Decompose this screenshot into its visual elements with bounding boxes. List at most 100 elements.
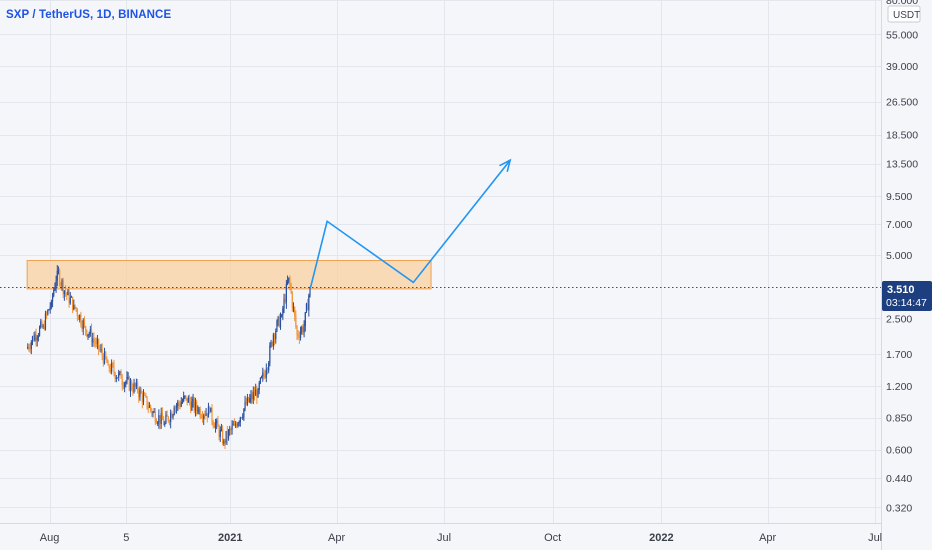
candle-body	[255, 389, 257, 396]
candle-body	[218, 426, 220, 437]
candle-body	[124, 383, 126, 388]
candle-body	[183, 396, 185, 402]
candle-body	[278, 316, 280, 328]
candle-body	[307, 303, 309, 311]
candle-body	[260, 376, 263, 378]
candle-body	[188, 397, 191, 402]
candle-body	[265, 368, 267, 378]
candle-body	[173, 407, 175, 415]
candle-body	[301, 327, 303, 332]
candle-body	[201, 417, 204, 419]
price-badge-price: 3.510	[887, 284, 915, 296]
projection-path[interactable]	[309, 158, 512, 288]
time-axis[interactable]: Aug 5 2021 Apr Jul Oct 2022 Apr Jul	[0, 523, 882, 545]
candle-body	[131, 381, 133, 390]
candle-body	[190, 401, 192, 411]
candle-body	[298, 336, 300, 338]
candle-body	[199, 409, 201, 417]
candle-body	[51, 295, 54, 302]
candle-body	[35, 334, 37, 341]
candle-body	[296, 326, 298, 335]
candle-body	[204, 415, 206, 417]
candle-body	[309, 287, 311, 296]
price-badge-bg	[882, 281, 932, 311]
grid-lines	[0, 0, 881, 523]
candle-body	[198, 409, 200, 411]
candle-body	[238, 422, 240, 424]
time-tick-label: 2022	[649, 532, 673, 544]
candle-body	[269, 345, 271, 363]
price-tick-label: 39.000	[886, 61, 918, 73]
candle-body	[83, 320, 86, 327]
candle-body	[304, 312, 306, 327]
candle-body	[216, 420, 218, 424]
candle-body	[197, 410, 199, 412]
candle-body	[168, 421, 171, 423]
candle-body	[266, 368, 269, 371]
candle-body	[62, 280, 64, 295]
candle-body	[192, 398, 194, 402]
candle-body	[231, 425, 233, 430]
candle-body	[74, 304, 76, 308]
candle-body	[302, 327, 304, 333]
candle-body	[134, 383, 136, 387]
candle-body	[172, 414, 174, 418]
candle-body	[96, 338, 99, 344]
candle-body	[63, 290, 65, 295]
candle-body	[54, 287, 56, 291]
candle-body	[271, 342, 273, 346]
currency-button-label[interactable]: USDT	[893, 10, 920, 21]
candle-body	[48, 309, 50, 311]
candle-body	[257, 389, 259, 398]
candle-body	[207, 406, 210, 418]
candle-body	[161, 412, 163, 420]
price-tick-label: 26.500	[886, 97, 918, 109]
price-badge-countdown: 03:14:47	[886, 297, 927, 309]
time-tick-label: Apr	[759, 532, 776, 544]
candle-body	[294, 307, 296, 316]
candle-body	[57, 270, 60, 272]
candle-body	[55, 280, 57, 288]
candle-body	[229, 429, 231, 431]
price-axis-background	[882, 0, 932, 550]
candle-body	[230, 429, 232, 431]
currency-button[interactable]: USDT	[887, 5, 921, 23]
candle-body	[205, 413, 207, 416]
time-tick-label: Apr	[328, 532, 345, 544]
price-tick-label: 0.600	[886, 445, 912, 457]
candle-body	[184, 395, 186, 397]
candle-body	[59, 270, 61, 285]
symbol-title[interactable]: SXP / TetherUS, 1D, BINANCE	[6, 9, 172, 21]
candle-body	[87, 334, 89, 336]
currency-button-bg[interactable]	[887, 5, 921, 23]
candle-body	[223, 440, 225, 444]
candle-body	[178, 402, 180, 405]
candle-body	[155, 422, 158, 424]
candle-body	[102, 355, 104, 364]
candle-body	[180, 402, 182, 407]
candle-body	[162, 419, 165, 425]
candle-body	[240, 417, 243, 419]
candle-body	[47, 309, 49, 315]
candle-body	[31, 336, 34, 342]
candle-body	[159, 415, 161, 424]
candle-body	[128, 377, 130, 391]
price-tick-label: 9.500	[886, 191, 912, 203]
candle-body	[119, 371, 121, 373]
price-badge: 3.510 03:14:47	[882, 281, 932, 311]
candle-body	[118, 372, 120, 378]
candle-body	[224, 440, 226, 443]
resistance-zone[interactable]	[26, 259, 432, 290]
candle-body	[44, 313, 47, 330]
candle-body	[157, 422, 159, 424]
candle-body	[179, 404, 181, 407]
candle-body	[42, 326, 44, 328]
price-axis[interactable]: 80.000 55.000 39.000 26.500 18.500 13.500 9.50…	[881, 0, 932, 550]
candle-body	[94, 340, 96, 344]
candle-body	[38, 327, 41, 336]
candle-body	[160, 412, 162, 424]
candle-body	[158, 415, 160, 423]
candle-body	[112, 363, 114, 366]
